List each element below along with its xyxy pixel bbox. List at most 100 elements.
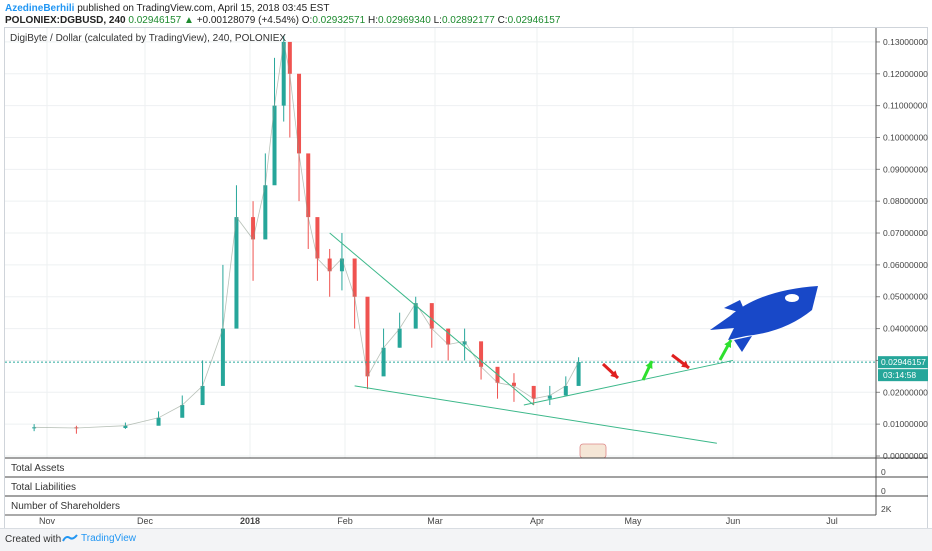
candle-body — [315, 217, 320, 259]
published-text: published on TradingView.com, April 15, … — [77, 3, 330, 14]
candle-body — [251, 217, 256, 240]
candle-body — [272, 105, 277, 186]
tradingview-link[interactable]: TradingView — [62, 533, 136, 544]
y-tick-label: 0.05000000 — [883, 292, 928, 302]
price-badge-bg — [878, 356, 928, 369]
last-price: 0.02946157 — [128, 15, 182, 26]
change-arrow-icon: ▲ — [184, 15, 194, 26]
candle-body — [446, 328, 451, 345]
trendline — [523, 359, 734, 406]
trendline — [354, 385, 717, 444]
red-down-arrow-icon — [601, 362, 620, 380]
y-tick-label: 0.08000000 — [883, 196, 928, 206]
candle-body — [462, 341, 467, 345]
rocket-window — [785, 294, 799, 302]
rocket-body — [710, 286, 818, 340]
watermark-logo — [579, 443, 607, 459]
candle-body — [200, 385, 205, 406]
candle-body — [479, 341, 484, 367]
pane-total-liabilities: Total Liabilities — [11, 482, 77, 493]
candle-body — [547, 395, 552, 399]
high-label: H: — [367, 15, 378, 26]
green-up-arrow-icon — [641, 360, 654, 381]
green-up-arrow-icon — [718, 339, 733, 361]
pane-number-of-shareholders: Number of Shareholders — [11, 501, 120, 512]
change-value: +0.00128079 (+4.54%) — [196, 15, 299, 26]
x-tick-label: 2018 — [240, 516, 260, 526]
x-tick-label: Jul — [826, 516, 838, 526]
price-badge: 0.02946157 — [881, 357, 926, 367]
footer: Created with TradingView — [0, 528, 932, 551]
candle-body — [352, 258, 357, 297]
close-value: 0.02946157 — [507, 15, 561, 26]
watermark-bg — [579, 443, 607, 459]
candle-body — [32, 427, 37, 429]
y-tick-label: 0.09000000 — [883, 164, 928, 174]
candle-body — [281, 41, 286, 106]
price-path — [34, 41, 579, 429]
arrow-head — [724, 340, 731, 348]
y-tick-label: 0.13000000 — [883, 37, 928, 47]
chart-title: DigiByte / Dollar (calculated by Trading… — [10, 33, 287, 44]
candle-body — [339, 258, 344, 272]
pane-scale-label: 0 — [881, 467, 886, 477]
x-tick-label: Nov — [39, 516, 56, 526]
tradingview-brand: TradingView — [81, 533, 137, 544]
candle-body — [297, 73, 302, 154]
y-tick-label: 0.00000000 — [883, 451, 928, 461]
arrow-head — [681, 360, 689, 368]
y-tick-label: 0.12000000 — [883, 69, 928, 79]
pane-scale-label: 2K — [881, 504, 892, 514]
y-tick-label: 0.06000000 — [883, 260, 928, 270]
red-down-arrow-icon — [671, 353, 690, 370]
x-tick-label: May — [624, 516, 642, 526]
x-tick-label: Jun — [726, 516, 741, 526]
candle-body — [413, 303, 418, 329]
candle-body — [576, 362, 581, 386]
candle-body — [263, 185, 268, 240]
x-tick-label: Apr — [530, 516, 544, 526]
candle-body — [381, 347, 386, 377]
close-label: C: — [497, 15, 508, 26]
candle-body — [511, 382, 516, 386]
candle-body — [180, 405, 185, 418]
trendline — [329, 232, 535, 406]
candle-body — [123, 425, 128, 428]
pane-scale-label: 0 — [881, 486, 886, 496]
low-value: 0.02892177 — [441, 15, 495, 26]
candle-body — [156, 417, 161, 426]
candle-body — [220, 328, 225, 386]
candle-body — [287, 41, 292, 74]
x-tick-label: Feb — [337, 516, 353, 526]
candle-body — [234, 217, 239, 329]
candle-body — [327, 258, 332, 272]
rocket-fin-bottom — [734, 336, 752, 352]
rocket-icon — [710, 286, 818, 352]
x-tick-label: Dec — [137, 516, 154, 526]
y-tick-label: 0.10000000 — [883, 132, 928, 142]
low-label: L: — [433, 15, 442, 26]
y-tick-label: 0.07000000 — [883, 228, 928, 238]
y-tick-label: 0.11000000 — [883, 101, 928, 111]
publish-info: AzedineBerhili published on TradingView.… — [5, 3, 329, 14]
candle-body — [397, 328, 402, 348]
candle-body — [429, 303, 434, 329]
arrow-head — [645, 361, 653, 369]
candle-body — [365, 296, 370, 377]
high-value: 0.02969340 — [377, 15, 431, 26]
open-label: O: — [301, 15, 313, 26]
candle-body — [531, 385, 536, 399]
y-tick-label: 0.01000000 — [883, 419, 928, 429]
y-tick-label: 0.04000000 — [883, 324, 928, 334]
author-name[interactable]: AzedineBerhili — [5, 3, 75, 14]
x-tick-label: Mar — [427, 516, 443, 526]
open-value: 0.02932571 — [312, 15, 366, 26]
tradingview-logo-icon — [62, 534, 78, 542]
symbol-label: POLONIEX:DGBUSD, 240 — [5, 15, 126, 26]
candle-body — [563, 385, 568, 396]
candle-body — [306, 153, 311, 218]
rocket-fin-top — [724, 300, 746, 314]
countdown-badge-bg — [878, 369, 928, 382]
y-tick-label: 0.02000000 — [883, 387, 928, 397]
